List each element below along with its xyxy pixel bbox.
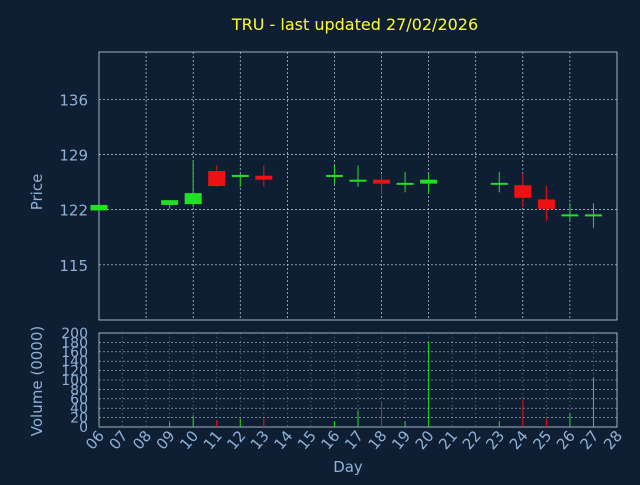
day-tick-label: 10 [176, 427, 202, 453]
day-tick-label: 19 [388, 427, 414, 453]
volume-tick-label: 0 [79, 420, 88, 436]
candle-body [208, 171, 226, 186]
day-tick-label: 15 [294, 427, 320, 453]
candle-body [514, 185, 532, 198]
volume-tick-label: 140 [61, 354, 88, 370]
volume-tick-label: 180 [61, 335, 88, 351]
chart-title: TRU - last updated 27/02/2026 [231, 15, 478, 34]
candle-body [420, 179, 438, 184]
day-tick-label: 22 [459, 427, 485, 453]
candle-body [184, 193, 202, 205]
price-tick-label: 115 [59, 257, 88, 275]
day-tick-label: 12 [223, 427, 249, 453]
volume-tick-label: 40 [70, 401, 88, 417]
day-tick-label: 23 [482, 427, 508, 453]
day-tick-label: 20 [412, 427, 438, 453]
day-tick-label: 13 [247, 427, 273, 453]
candle-body [231, 174, 249, 177]
candle-body [349, 179, 367, 182]
day-tick-label: 17 [341, 427, 367, 453]
candle-body [396, 182, 414, 185]
day-tick-label: 26 [553, 427, 579, 453]
candle-body [584, 214, 602, 217]
day-tick-label: 18 [365, 427, 391, 453]
candle-body [373, 179, 391, 184]
price-tick-label: 136 [59, 91, 88, 109]
volume-tick-label: 120 [61, 364, 88, 380]
day-tick-label: 14 [270, 427, 296, 453]
price-tick-label: 129 [59, 146, 88, 164]
price-axis-label: Price [28, 174, 46, 211]
candle-body [537, 199, 555, 209]
price-panel: 115 122 129 136 [59, 51, 618, 321]
day-tick-label: 28 [600, 427, 626, 453]
candle-body [161, 200, 179, 205]
candle-body [325, 174, 343, 177]
candle-body [255, 175, 273, 180]
volume-tick-label: 160 [61, 345, 88, 361]
day-tick-label: 11 [200, 427, 226, 453]
day-tick-label: 16 [317, 427, 343, 453]
volume-tick-label: 80 [70, 382, 88, 398]
volume-tick-label: 200 [61, 326, 88, 342]
day-tick-label: 07 [106, 427, 132, 453]
volume-panel: 0204060801001201401601802000607080910111… [61, 326, 626, 453]
day-tick-label: 21 [435, 427, 461, 453]
candle-body [490, 182, 508, 185]
candle-body [90, 204, 108, 211]
volume-tick-label: 100 [61, 373, 88, 389]
volume-axis-label: Volume (0000) [28, 326, 46, 436]
day-tick-label: 08 [129, 427, 155, 453]
candle-body [561, 214, 579, 217]
day-tick-label: 25 [529, 427, 555, 453]
day-tick-label: 09 [153, 427, 179, 453]
volume-tick-label: 60 [70, 392, 88, 408]
day-axis-label: Day [333, 458, 363, 476]
price-panel-frame [98, 51, 618, 321]
day-tick-label: 24 [506, 427, 532, 453]
day-tick-label: 27 [576, 427, 602, 453]
volume-tick-label: 20 [70, 411, 88, 427]
price-tick-label: 122 [59, 202, 88, 220]
